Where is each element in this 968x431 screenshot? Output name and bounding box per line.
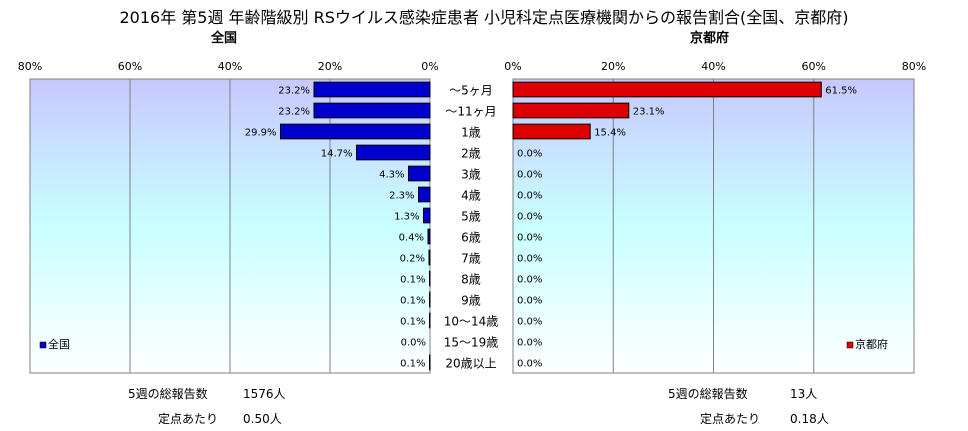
national-bar <box>313 81 431 98</box>
national-data-label: 23.2% <box>278 107 310 118</box>
national-data-label: 29.9% <box>245 128 277 139</box>
national-data-label: 2.3% <box>389 191 414 202</box>
kyoto-total-value: 13人 <box>790 387 818 401</box>
national-data-label: 1.3% <box>394 212 419 223</box>
national-total-value: 1576人 <box>243 387 286 401</box>
chart-title: 2016年 第5週 年齢階級別 RSウイルス感染症患者 小児科定点医療機関からの… <box>119 8 849 27</box>
national-bar <box>313 102 431 119</box>
national-bar <box>429 354 431 371</box>
kyoto-per-value: 0.18人 <box>790 412 829 426</box>
category-label: ～5ヶ月 <box>449 84 493 98</box>
national-bar <box>408 165 431 182</box>
kyoto-tick-label: 80% <box>902 60 926 73</box>
kyoto-data-label: 0.0% <box>517 233 542 244</box>
category-label: 6歳 <box>461 231 481 245</box>
national-bar <box>356 144 431 161</box>
national-tick-label: 60% <box>118 60 142 73</box>
national-data-label: 0.0% <box>401 338 426 349</box>
category-label: 2歳 <box>461 147 481 161</box>
national-data-label: 0.2% <box>400 254 425 265</box>
category-label: 7歳 <box>461 252 481 266</box>
national-data-label: 0.1% <box>400 317 425 328</box>
national-per-label: 定点あたり <box>158 412 219 426</box>
category-label: 4歳 <box>461 189 481 203</box>
kyoto-data-label: 0.0% <box>517 170 542 181</box>
kyoto-data-label: 0.0% <box>517 212 542 223</box>
national-bar <box>429 270 431 287</box>
category-label: 8歳 <box>461 273 481 287</box>
kyoto-data-label: 61.5% <box>825 86 857 97</box>
national-data-label: 4.3% <box>379 170 404 181</box>
kyoto-tick-label: 0% <box>504 60 521 73</box>
category-label: 1歳 <box>461 126 481 140</box>
national-tick-label: 0% <box>421 60 438 73</box>
category-label: 15～19歳 <box>444 336 499 350</box>
category-label: ～11ヶ月 <box>445 105 496 119</box>
kyoto-data-label: 0.0% <box>517 275 542 286</box>
kyoto-tick-label: 40% <box>701 60 725 73</box>
kyoto-data-label: 0.0% <box>517 338 542 349</box>
kyoto-data-label: 0.0% <box>517 359 542 370</box>
national-legend-label: 全国 <box>48 337 70 351</box>
category-label: 3歳 <box>461 168 481 182</box>
kyoto-tick-label: 60% <box>802 60 826 73</box>
national-tick-label: 80% <box>18 60 42 73</box>
national-bar <box>429 312 431 329</box>
subtitle-national: 全国 <box>211 31 238 46</box>
national-tick-label: 20% <box>318 60 342 73</box>
category-label: 9歳 <box>461 294 481 308</box>
kyoto-bar <box>512 81 822 98</box>
kyoto-total-label: 5週の総報告数 <box>668 387 748 401</box>
kyoto-data-label: 0.0% <box>517 296 542 307</box>
kyoto-data-label: 0.0% <box>517 149 542 160</box>
kyoto-data-label: 15.4% <box>594 128 626 139</box>
kyoto-data-label: 0.0% <box>517 254 542 265</box>
kyoto-legend-label: 京都府 <box>855 337 888 351</box>
national-data-label: 0.1% <box>400 275 425 286</box>
kyoto-bar <box>512 102 630 119</box>
national-bar <box>429 291 431 308</box>
kyoto-bar <box>512 123 591 140</box>
kyoto-data-label: 0.0% <box>517 191 542 202</box>
national-data-label: 0.1% <box>400 296 425 307</box>
kyoto-legend-swatch <box>846 341 854 349</box>
national-data-label: 14.7% <box>321 149 353 160</box>
national-total-label: 5週の総報告数 <box>128 387 208 401</box>
kyoto-data-label: 0.0% <box>517 317 542 328</box>
national-bar <box>280 123 431 140</box>
national-tick-label: 40% <box>218 60 242 73</box>
category-label: 20歳以上 <box>445 357 496 371</box>
national-bar <box>418 186 431 203</box>
subtitle-kyoto: 京都府 <box>690 31 730 46</box>
category-label: 10～14歳 <box>444 315 499 329</box>
kyoto-tick-label: 20% <box>601 60 625 73</box>
national-data-label: 23.2% <box>278 86 310 97</box>
national-data-label: 0.1% <box>400 359 425 370</box>
national-data-label: 0.4% <box>399 233 424 244</box>
national-legend-swatch <box>39 341 47 349</box>
national-bar <box>423 207 431 224</box>
national-per-value: 0.50人 <box>243 412 282 426</box>
national-bar <box>427 228 431 245</box>
category-label: 5歳 <box>461 210 481 224</box>
kyoto-data-label: 23.1% <box>633 107 665 118</box>
national-bar <box>428 249 431 266</box>
kyoto-per-label: 定点あたり <box>700 412 761 426</box>
